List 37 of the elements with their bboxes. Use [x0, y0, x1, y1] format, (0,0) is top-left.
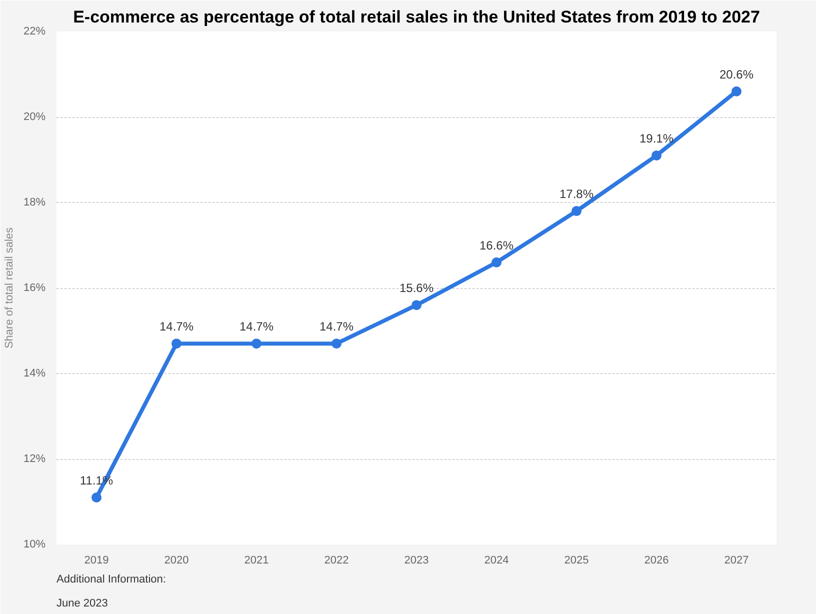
data-label: 14.7% [319, 320, 354, 334]
data-label: 16.6% [479, 238, 514, 252]
data-label: 14.7% [159, 320, 194, 334]
y-tick-label: 16% [23, 282, 46, 294]
point [332, 338, 342, 349]
y-tick-label: 12% [23, 453, 46, 465]
point [572, 206, 582, 216]
y-tick-label: 14% [23, 368, 46, 380]
text: Additional Information: [56, 574, 166, 586]
chart-title: E-commerce as percentage of total retail sales in the United States from 2019 to 2027 [73, 8, 760, 26]
data-label: 19.1% [639, 131, 674, 146]
x-tick-label: 2021 [244, 554, 269, 566]
x-tick-label: 2026 [644, 554, 669, 566]
x-tick-label: 2023 [404, 554, 429, 566]
y-tick-label: 20% [23, 111, 46, 123]
x-tick-label: 2020 [164, 554, 189, 566]
point [172, 338, 182, 349]
point [92, 492, 102, 502]
data-label: 15.6% [399, 281, 434, 296]
data-label: 20.6% [719, 67, 754, 82]
y-tick-label: 22% [23, 26, 46, 38]
x-tick-label: 2027 [724, 554, 749, 566]
data-label: 17.8% [559, 187, 594, 202]
y-axis-title: Share of total retail sales [3, 226, 16, 349]
point [252, 338, 262, 349]
data-label: 14.7% [239, 320, 274, 334]
point [492, 257, 502, 268]
x-tick-label: 2025 [564, 554, 589, 566]
x-tick-label: 2019 [84, 554, 109, 566]
y-tick-label: 10% [23, 538, 46, 550]
text: June 2023 [56, 598, 108, 610]
x-tick-label: 2022 [324, 554, 349, 566]
x-tick-label: 2024 [484, 554, 509, 566]
point [732, 86, 742, 96]
point [652, 150, 662, 160]
y-tick-label: 18% [23, 196, 46, 208]
point [412, 300, 422, 310]
